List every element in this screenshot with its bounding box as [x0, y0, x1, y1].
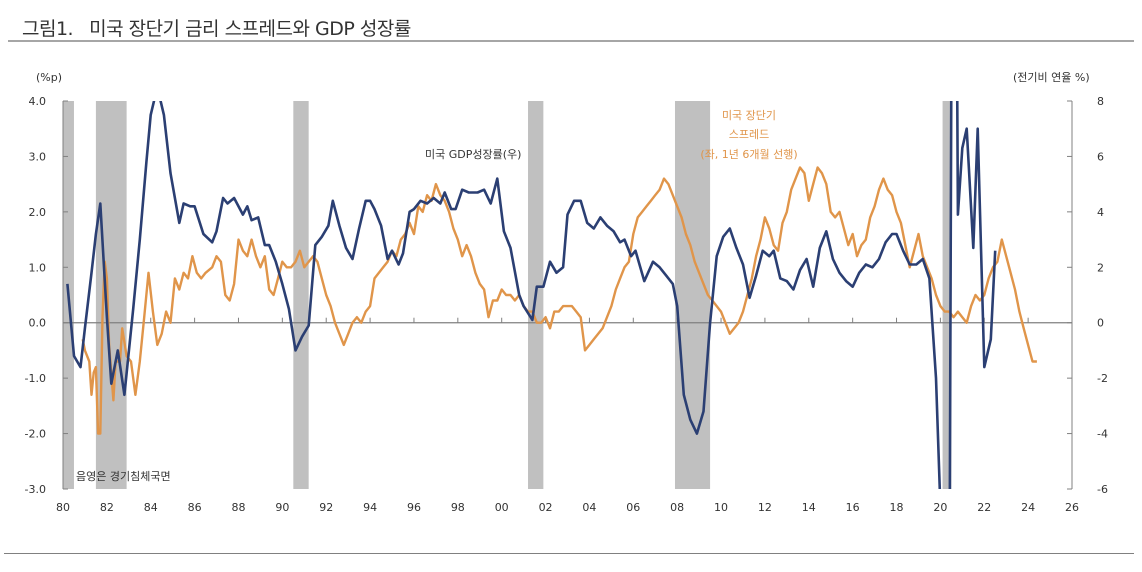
gdp-series-label: 미국 GDP성장률(우): [425, 148, 521, 161]
right-tick-label: -4: [1097, 428, 1108, 441]
title-divider: [8, 40, 1134, 42]
x-tick-label: 26: [1065, 501, 1079, 514]
x-tick-label: 00: [495, 501, 509, 514]
x-tick-label: 06: [626, 501, 640, 514]
spread-label-line1: 미국 장단기: [722, 109, 776, 122]
left-tick-label: 3.0: [29, 150, 47, 163]
left-tick-label: -1.0: [25, 372, 46, 385]
left-tick-label: 1.0: [29, 261, 47, 274]
x-tick-label: 98: [451, 501, 465, 514]
recession-note: 음영은 경기침체국면: [76, 470, 171, 483]
x-tick-label: 04: [582, 501, 596, 514]
spread-series-line: [81, 166, 1037, 435]
right-tick-label: 2: [1097, 261, 1104, 274]
right-tick-label: 8: [1097, 95, 1104, 108]
right-tick-label: -2: [1097, 372, 1108, 385]
right-tick-label: -6: [1097, 483, 1108, 496]
x-tick-label: 08: [670, 501, 684, 514]
right-ticks: 8 6 4 2 0 -2 -4 -6: [1067, 95, 1108, 496]
recession-band: [293, 101, 309, 489]
left-tick-label: 2.0: [29, 206, 47, 219]
spread-label-line2: 스프레드: [729, 128, 769, 141]
x-tick-label: 14: [802, 501, 816, 514]
x-tick-label: 90: [275, 501, 289, 514]
x-tick-label: 24: [1021, 501, 1035, 514]
left-tick-label: -2.0: [25, 428, 46, 441]
right-tick-label: 4: [1097, 206, 1104, 219]
x-tick-label: 10: [714, 501, 728, 514]
x-tick-label: 80: [56, 501, 70, 514]
recession-band: [942, 101, 952, 489]
right-tick-label: 0: [1097, 317, 1104, 330]
x-tick-label: 82: [100, 501, 114, 514]
right-tick-label: 6: [1097, 150, 1104, 163]
x-tick-label: 02: [539, 501, 553, 514]
x-tick-label: 96: [407, 501, 421, 514]
x-tick-label: 84: [144, 501, 158, 514]
x-tick-label: 94: [363, 501, 377, 514]
gdp-series-line: [66, 101, 997, 489]
right-axis-unit: (전기비 연율 %): [1013, 71, 1090, 84]
left-tick-label: 0.0: [29, 317, 47, 330]
left-ticks: 4.0 3.0 2.0 1.0 0.0 -1.0 -2.0 -3.0: [25, 95, 68, 496]
figure-number: 그림1.: [22, 18, 74, 40]
x-ticks: 80 82 84 86 88 90 92 94 96 98 00 02 04 06 08 10 12 14 16 18…: [56, 317, 1079, 514]
x-tick-label: 18: [890, 501, 904, 514]
x-tick-label: 16: [846, 501, 860, 514]
x-tick-label: 86: [188, 501, 202, 514]
chart-title: 그림1. 미국 장단기 금리 스프레드와 GDP 성장률: [22, 14, 411, 41]
bottom-divider: [4, 553, 1134, 554]
left-axis-unit: (%p): [36, 71, 62, 84]
x-tick-label: 88: [231, 501, 245, 514]
left-tick-label: -3.0: [25, 483, 46, 496]
x-tick-label: 92: [319, 501, 333, 514]
figure-title: 미국 장단기 금리 스프레드와 GDP 성장률: [89, 18, 411, 40]
spread-label-line3: (좌, 1년 6개월 선행): [700, 148, 797, 161]
x-tick-label: 12: [758, 501, 772, 514]
x-tick-label: 20: [933, 501, 947, 514]
left-tick-label: 4.0: [29, 95, 47, 108]
x-tick-label: 22: [977, 501, 991, 514]
